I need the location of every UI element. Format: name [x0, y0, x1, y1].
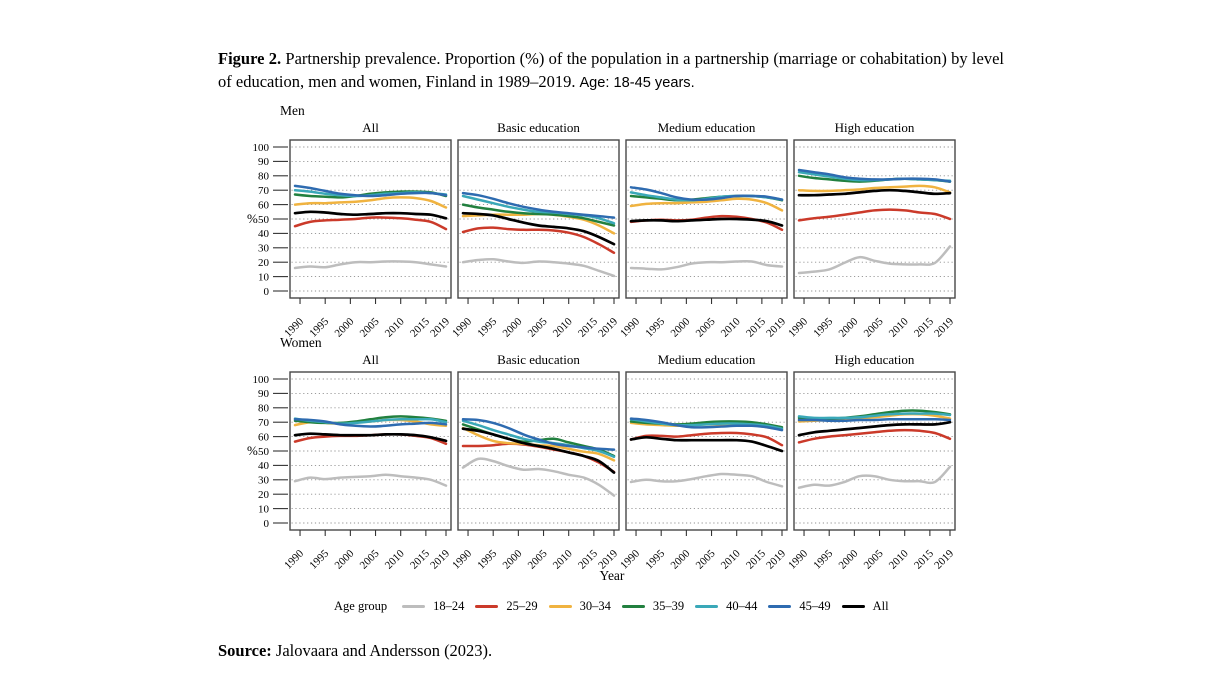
- svg-text:2015: 2015: [408, 547, 432, 571]
- chart-row-women: Women All 1990 1995 2000 2005 2010 2015 2019 0 10 2…: [240, 333, 960, 590]
- svg-text:2000: 2000: [332, 547, 356, 571]
- legend-item-30-34: 30–34: [548, 599, 611, 614]
- legend-label: All: [872, 599, 889, 613]
- svg-text:2005: 2005: [526, 547, 550, 571]
- svg-text:2010: 2010: [719, 547, 743, 571]
- svg-text:All: All: [362, 352, 379, 367]
- legend-swatch: [621, 604, 645, 609]
- svg-text:1995: 1995: [811, 547, 835, 571]
- svg-text:2000: 2000: [500, 547, 524, 571]
- svg-text:All: All: [362, 120, 379, 135]
- source-note: Source: Jalovaara and Andersson (2023).: [218, 641, 492, 661]
- legend: Age group 18–24 25–29 30–34 35–39 40–44 …: [334, 599, 900, 614]
- svg-text:1990: 1990: [786, 547, 810, 571]
- legend-swatch: [841, 604, 865, 609]
- legend-item-45-49: 45–49: [768, 599, 831, 614]
- svg-text:High education: High education: [835, 120, 915, 135]
- chart-row-men: Men All 1990 1995 2000 2005 2010 2015 2019 0 10 20 3…: [240, 101, 960, 358]
- svg-text:100: 100: [253, 142, 270, 154]
- svg-text:2000: 2000: [836, 547, 860, 571]
- legend-swatch: [768, 604, 792, 609]
- svg-text:High education: High education: [835, 352, 915, 367]
- svg-text:%: %: [247, 211, 258, 226]
- svg-text:2019: 2019: [428, 547, 452, 571]
- legend-swatch: [548, 604, 572, 609]
- svg-text:80: 80: [258, 171, 270, 183]
- legend-swatch: [695, 604, 719, 609]
- legend-item-40-44: 40–44: [695, 599, 757, 614]
- legend-swatch: [402, 604, 426, 609]
- svg-text:1995: 1995: [307, 547, 331, 571]
- figure-caption-text: Partnership prevalence. Proportion (%) o…: [218, 48, 1004, 92]
- legend-item-18-24: 18–24: [402, 599, 464, 614]
- svg-text:0: 0: [264, 286, 270, 298]
- svg-text:Medium education: Medium education: [658, 352, 756, 367]
- svg-text:100: 100: [253, 374, 270, 386]
- svg-text:1990: 1990: [450, 547, 474, 571]
- svg-text:%: %: [247, 443, 258, 458]
- svg-text:20: 20: [258, 489, 270, 501]
- svg-text:2005: 2005: [358, 547, 382, 571]
- svg-text:2010: 2010: [551, 547, 575, 571]
- svg-text:70: 70: [258, 185, 270, 197]
- svg-text:90: 90: [258, 388, 270, 400]
- svg-text:Year: Year: [600, 568, 625, 583]
- figure-number: Figure 2.: [218, 48, 282, 68]
- svg-text:30: 30: [258, 243, 270, 255]
- legend-label: 30–34: [579, 599, 611, 613]
- svg-text:2015: 2015: [744, 547, 768, 571]
- svg-text:1990: 1990: [282, 547, 306, 571]
- svg-text:2019: 2019: [932, 547, 956, 571]
- svg-text:2015: 2015: [576, 547, 600, 571]
- svg-text:60: 60: [258, 199, 270, 211]
- svg-text:0: 0: [264, 518, 270, 530]
- svg-text:50: 50: [258, 446, 270, 458]
- svg-text:1995: 1995: [643, 547, 667, 571]
- legend-label: 45–49: [799, 599, 831, 613]
- svg-text:70: 70: [258, 417, 270, 429]
- svg-text:2005: 2005: [694, 547, 718, 571]
- svg-text:60: 60: [258, 431, 270, 443]
- svg-text:Basic education: Basic education: [497, 352, 580, 367]
- svg-text:2005: 2005: [862, 547, 886, 571]
- svg-text:40: 40: [258, 228, 270, 240]
- legend-label: 18–24: [433, 599, 465, 613]
- legend-swatch: [475, 604, 499, 609]
- svg-text:2010: 2010: [383, 547, 407, 571]
- svg-text:Basic education: Basic education: [497, 120, 580, 135]
- svg-text:2019: 2019: [764, 547, 788, 571]
- legend-label: 40–44: [726, 599, 758, 613]
- svg-text:Women: Women: [280, 335, 322, 350]
- svg-text:2000: 2000: [668, 547, 692, 571]
- svg-text:80: 80: [258, 403, 270, 415]
- source-text: Jalovaara and Andersson (2023).: [271, 640, 493, 660]
- svg-text:1995: 1995: [475, 547, 499, 571]
- svg-text:10: 10: [258, 503, 270, 515]
- svg-text:Men: Men: [280, 103, 305, 118]
- svg-text:2010: 2010: [887, 547, 911, 571]
- legend-item-35-39: 35–39: [621, 599, 685, 614]
- legend-item-25-29: 25–29: [475, 599, 538, 614]
- svg-text:10: 10: [258, 271, 270, 283]
- legend-label: 35–39: [652, 599, 685, 613]
- svg-text:30: 30: [258, 475, 270, 487]
- legend-title: Age group: [334, 599, 388, 613]
- svg-text:90: 90: [258, 156, 270, 168]
- svg-text:20: 20: [258, 257, 270, 269]
- legend-label: 25–29: [506, 599, 538, 613]
- svg-text:50: 50: [258, 214, 270, 226]
- source-label: Source:: [218, 640, 272, 660]
- svg-text:40: 40: [258, 460, 270, 472]
- figure-caption-age-note: Age: 18-45 years.: [579, 75, 695, 92]
- svg-text:Medium education: Medium education: [658, 120, 756, 135]
- figure-caption: Figure 2. Partnership prevalence. Propor…: [218, 47, 1004, 95]
- legend-item-all: All: [841, 599, 889, 614]
- svg-text:2015: 2015: [912, 547, 936, 571]
